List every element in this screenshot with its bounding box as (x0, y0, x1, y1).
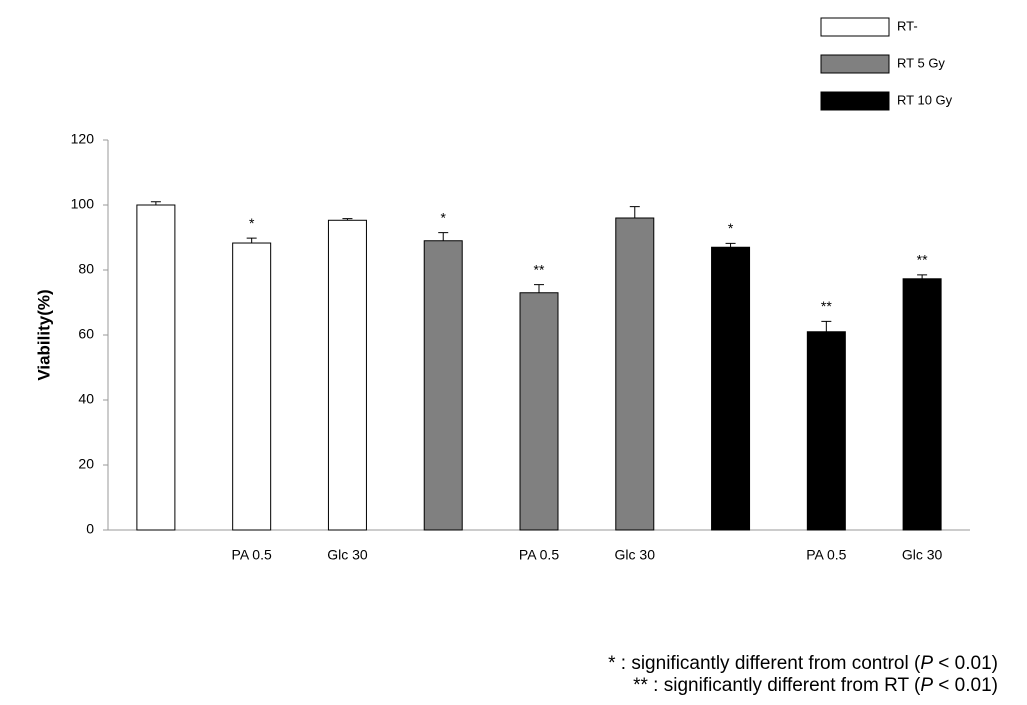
x-tick-label: PA 0.5 (232, 547, 272, 563)
x-tick-label: PA 0.5 (806, 547, 846, 563)
footnote-italic: P (920, 653, 933, 674)
significance-marker: * (440, 209, 446, 225)
bar (423, 240, 463, 531)
y-tick-label: 80 (78, 261, 94, 277)
error-bar (534, 284, 544, 293)
error-bar (246, 237, 257, 244)
y-tick-label: 100 (71, 196, 95, 212)
x-tick-label: Glc 30 (902, 547, 943, 563)
footnote: ** : significantly different from RT (P … (633, 675, 998, 696)
footnote: * : significantly different from control… (608, 653, 998, 674)
error-bar (438, 232, 449, 241)
legend-swatch (820, 54, 890, 74)
bar (711, 246, 751, 531)
y-tick-label: 120 (71, 131, 95, 147)
error-bar (342, 218, 353, 221)
legend-label: RT 5 Gy (897, 55, 945, 70)
y-tick-label: 20 (78, 456, 94, 472)
error-bar (725, 242, 736, 248)
x-tick-label: PA 0.5 (519, 547, 559, 563)
legend-label: RT 10 Gy (897, 92, 953, 107)
y-tick-label: 0 (86, 521, 94, 537)
bar (327, 219, 367, 531)
footnote-italic: P (920, 675, 933, 696)
significance-marker: * (728, 220, 734, 236)
bar (806, 331, 846, 531)
bar (902, 278, 942, 531)
bar (232, 242, 272, 531)
footnote-rest: < 0.01) (933, 653, 998, 674)
footnote-rest: < 0.01) (933, 675, 998, 696)
legend-swatch (820, 17, 890, 37)
footnote-text: ** : significantly different from RT ( (633, 675, 921, 696)
significance-marker: ** (917, 252, 928, 268)
error-bar (821, 320, 832, 332)
legend-swatch (820, 91, 890, 111)
error-bar (629, 206, 640, 218)
error-bar (150, 201, 161, 205)
significance-marker: * (249, 215, 255, 231)
significance-marker: ** (534, 261, 545, 277)
bar (519, 292, 559, 531)
y-tick-label: 40 (78, 391, 94, 407)
y-axis-label: Viability(%) (34, 289, 53, 380)
significance-marker: ** (821, 298, 832, 314)
error-bar (917, 274, 928, 279)
bar (136, 204, 176, 531)
x-tick-label: Glc 30 (327, 547, 368, 563)
bar (615, 217, 655, 531)
footnote-text: * : significantly different from control… (608, 653, 921, 674)
x-tick-label: Glc 30 (615, 547, 656, 563)
legend-label: RT- (897, 18, 918, 33)
y-tick-label: 60 (78, 326, 94, 342)
